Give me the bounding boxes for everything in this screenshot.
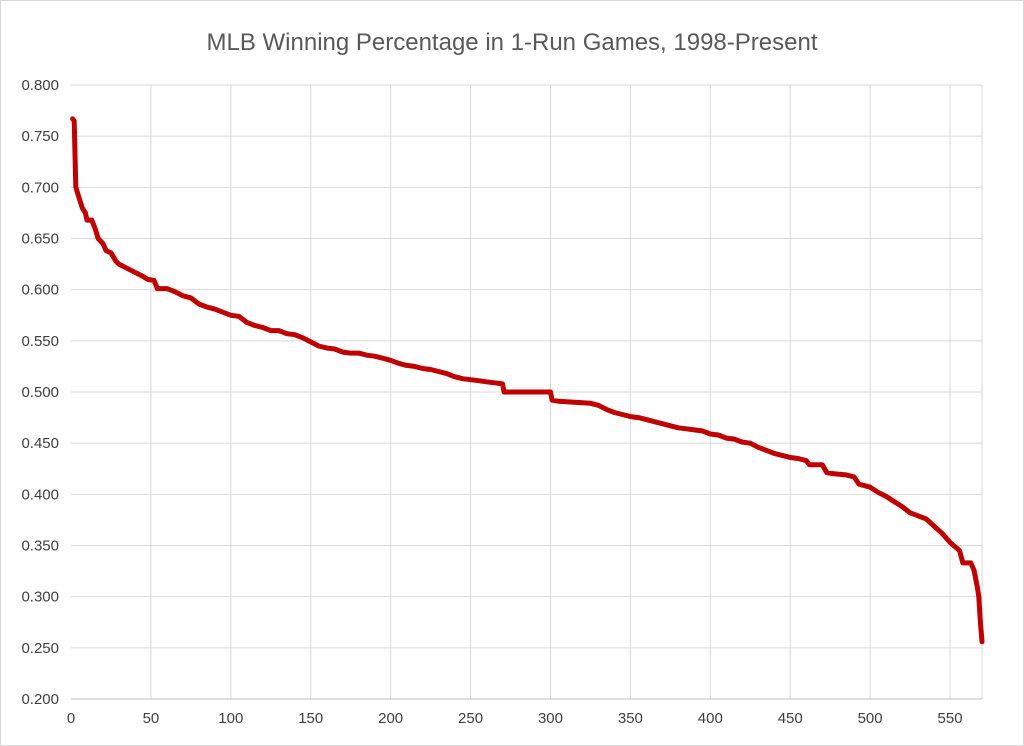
y-tick-label: 0.400: [21, 486, 59, 503]
y-tick-label: 0.450: [21, 435, 59, 452]
y-tick-label: 0.700: [21, 179, 59, 196]
y-tick-label: 0.300: [21, 589, 59, 606]
x-tick-label: 150: [298, 710, 323, 727]
gridlines: [71, 84, 983, 699]
series-line: [70, 116, 985, 645]
x-tick-label: 50: [143, 710, 160, 727]
x-tick-label: 500: [858, 710, 883, 727]
y-tick-label: 0.350: [21, 538, 59, 555]
x-tick-label: 0: [67, 710, 75, 727]
x-tick-label: 350: [618, 710, 643, 727]
x-tick-label: 250: [458, 710, 483, 727]
y-tick-label: 0.750: [21, 128, 59, 145]
y-tick-label: 0.500: [21, 384, 59, 401]
y-axis-tick-labels: 0.200 0.250 0.300 0.350 0.400 0.450 0.500 0.550…: [21, 77, 59, 708]
x-axis-tick-labels: 0 50 100 150 200 250 300 350 400 450 500 550: [67, 710, 963, 727]
y-tick-label: 0.650: [21, 231, 59, 248]
y-tick-label: 0.550: [21, 333, 59, 350]
y-tick-label: 0.250: [21, 640, 59, 657]
x-tick-label: 450: [778, 710, 803, 727]
x-tick-label: 550: [938, 710, 963, 727]
x-tick-label: 200: [378, 710, 403, 727]
chart-title: MLB Winning Percentage in 1-Run Games, 1…: [207, 29, 818, 56]
series-layer: [70, 116, 985, 645]
y-tick-label: 0.600: [21, 282, 59, 299]
y-tick-label: 0.800: [21, 77, 59, 94]
x-tick-label: 300: [538, 710, 563, 727]
x-tick-label: 100: [218, 710, 243, 727]
y-tick-label: 0.200: [21, 691, 59, 708]
x-tick-label: 400: [698, 710, 723, 727]
